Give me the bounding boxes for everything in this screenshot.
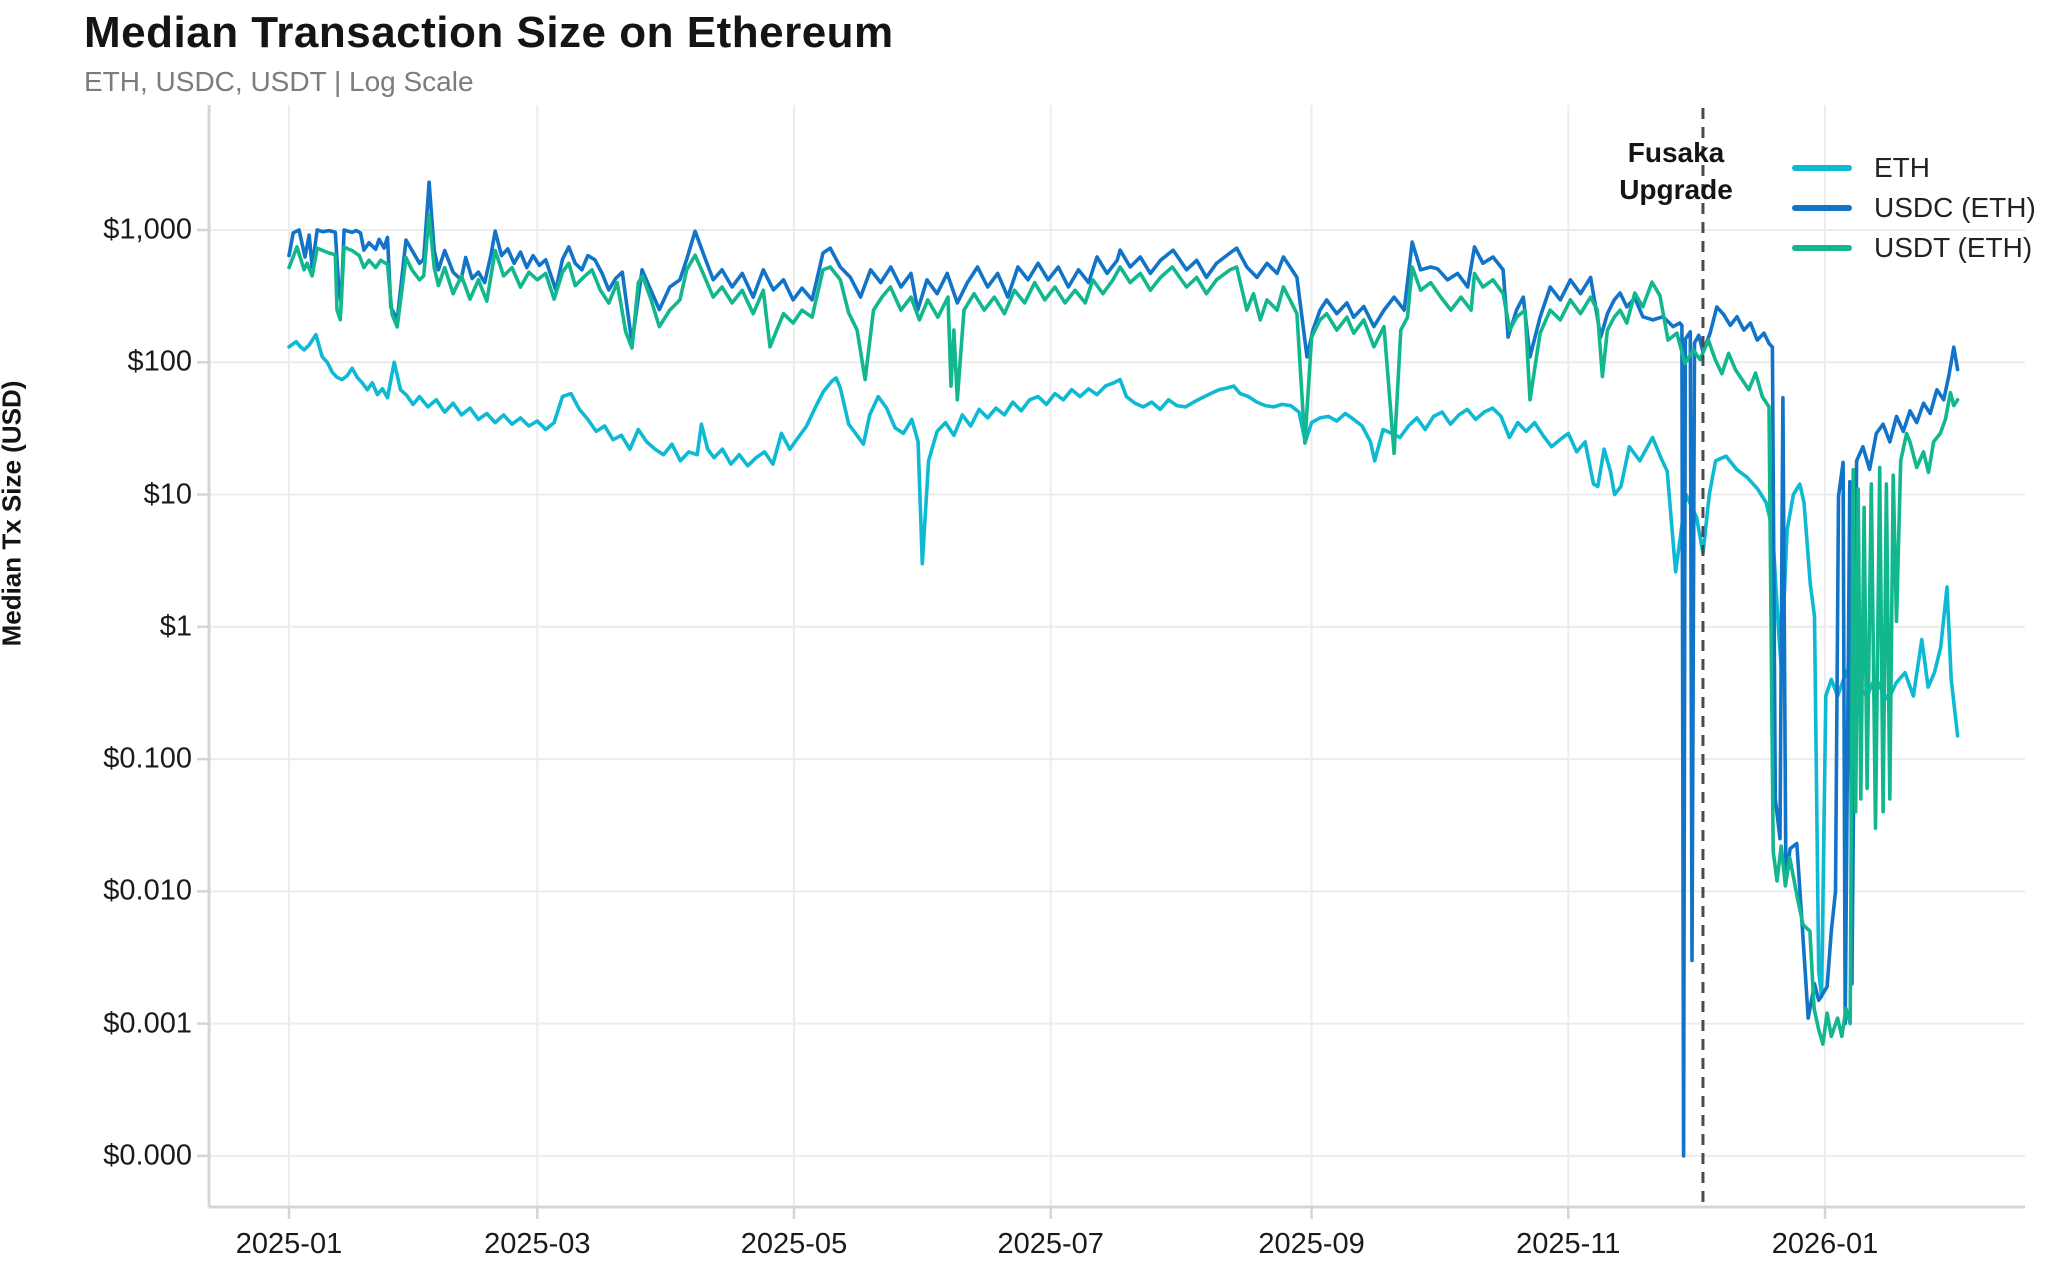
y-tick-label: $0.001: [103, 1007, 192, 1040]
x-tick-label: 2025-07: [997, 1228, 1104, 1260]
y-tick-label: $10: [143, 478, 192, 511]
series-line-usdt-eth: [287, 213, 1960, 1046]
y-tick-label: $0.000: [103, 1139, 192, 1172]
x-tick-label: 2026-01: [1771, 1228, 1879, 1260]
page-subtitle: ETH, USDC, USDT | Log Scale: [84, 66, 474, 97]
annotation-text-line: Fusaka: [1627, 137, 1725, 168]
series-line-eth: [287, 332, 1960, 999]
series-line-usdc-eth: [287, 180, 1960, 1158]
y-tick-label: $0.100: [103, 742, 192, 775]
legend: ETH USDC (ETH) USDT (ETH): [1792, 148, 2036, 268]
legend-label: USDC (ETH): [1874, 192, 2036, 223]
legend-swatch-icon: [1792, 205, 1852, 211]
legend-swatch-icon: [1792, 245, 1852, 251]
legend-item: ETH: [1792, 148, 2036, 188]
y-tick-label: $1: [159, 610, 192, 643]
y-tick-label: $1,000: [103, 213, 192, 246]
page-title: Median Transaction Size on Ethereum: [84, 8, 894, 57]
x-tick-label: 2025-11: [1516, 1228, 1621, 1260]
y-tick-label: $0.010: [103, 874, 192, 907]
legend-item: USDC (ETH): [1792, 188, 2036, 228]
y-tick-label: $100: [127, 345, 192, 378]
x-tick-label: 2025-03: [484, 1228, 591, 1260]
annotation-fusaka-upgrade: Fusaka Upgrade: [1576, 134, 1776, 208]
x-tick-label: 2025-01: [235, 1228, 343, 1260]
legend-swatch-icon: [1792, 165, 1852, 171]
annotation-text-line: Upgrade: [1619, 174, 1733, 205]
x-tick-label: 2025-05: [740, 1228, 848, 1260]
legend-label: USDT (ETH): [1874, 232, 2033, 263]
legend-item: USDT (ETH): [1792, 228, 2036, 268]
legend-label: ETH: [1874, 152, 1930, 183]
x-tick-label: 2025-09: [1258, 1228, 1365, 1260]
